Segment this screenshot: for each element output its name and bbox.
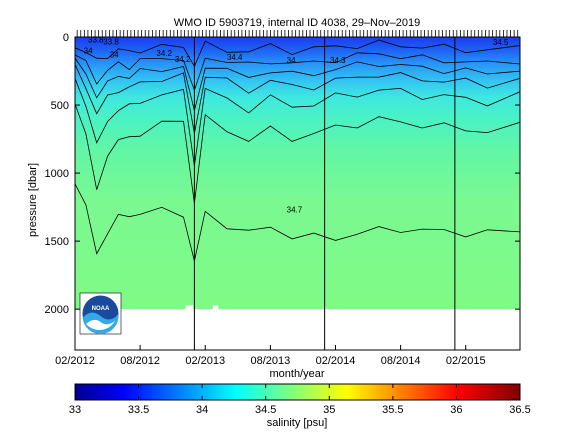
contour-label: 34.3 <box>330 56 346 65</box>
year-boundary-lines <box>193 37 456 350</box>
colorbar: 33 33.5 34 34.5 35 35.5 36 36.5 salinity [psu] <box>69 383 531 429</box>
contour-label: 34.2 <box>175 55 191 64</box>
plot-area: 33.8 33.8 34 34 34.234.2 34.4 34 34.3 34.5 34.7 <box>75 35 520 350</box>
contour-label: 34.7 <box>287 206 303 215</box>
colorbar-tick-label: 35 <box>323 404 335 416</box>
axes-frame <box>74 36 521 351</box>
y-tick-label: 500 <box>51 100 69 112</box>
contour-label: 34 <box>84 46 93 55</box>
y-tick-label: 2000 <box>45 304 69 316</box>
isohaline-contours <box>75 39 520 262</box>
contour-34-4 <box>75 64 520 134</box>
contour-label: 34 <box>287 56 296 65</box>
y-tick-label: 1000 <box>45 168 69 180</box>
x-tick-label: 02/2012 <box>55 355 95 367</box>
colorbar-gradient <box>74 383 521 401</box>
data-gaps <box>185 305 219 311</box>
contour-34-5 <box>75 78 520 167</box>
noaa-logo: NOAA <box>79 292 122 335</box>
contour-34-6 <box>75 103 520 204</box>
contour-label: 33.8 <box>103 37 119 46</box>
contour-34 <box>75 39 520 68</box>
x-tick-label: 02/2015 <box>446 355 486 367</box>
contour-label: 34.2 <box>156 49 172 58</box>
y-tick-label: 1500 <box>45 236 69 248</box>
noaa-logo-text: NOAA <box>92 306 110 312</box>
data-gap <box>185 305 194 311</box>
colorbar-tick-label: 36.5 <box>509 404 530 416</box>
colorbar-tick-label: 33.5 <box>128 404 149 416</box>
colorbar-tick-label: 34.5 <box>255 404 276 416</box>
x-tick-label: 08/2012 <box>120 355 160 367</box>
contour-34-3 <box>75 57 520 111</box>
x-tick-label: 02/2013 <box>185 355 225 367</box>
colorbar-ticks: 33 33.5 34 34.5 35 35.5 36 36.5 <box>69 384 531 416</box>
colorbar-tick-label: 35.5 <box>382 404 403 416</box>
contour-label: 34.5 <box>493 38 509 47</box>
contour-label: 34 <box>110 50 119 59</box>
x-tick-label: 02/2014 <box>316 355 356 367</box>
contour-34-2 <box>75 52 520 92</box>
colorbar-tick-label: 36 <box>450 404 462 416</box>
y-axis-label: pressure [dbar] <box>27 163 39 237</box>
contour-label-group: 33.8 33.8 34 34 34.234.2 34.4 34 34.3 34.5 34.7 <box>84 35 509 215</box>
contour-34-7 <box>75 183 520 262</box>
data-gap <box>212 305 219 311</box>
contour-label: 34.4 <box>227 53 243 62</box>
y-tick-label: 0 <box>63 32 69 44</box>
colorbar-tick-label: 34 <box>196 404 208 416</box>
x-tick-label: 08/2014 <box>381 355 421 367</box>
y-axis: 0 500 1000 1500 2000 <box>45 32 520 316</box>
x-axis-label: month/year <box>269 368 324 380</box>
profile-time-ticks <box>76 30 519 37</box>
x-tick-label: 08/2013 <box>250 355 290 367</box>
salinity-field <box>75 37 520 310</box>
x-axis: 02/2012 08/2012 02/2013 08/2013 02/2014 08/20… <box>55 345 486 367</box>
chart-title: WMO ID 5903719, internal ID 4038, 29–Nov… <box>174 17 420 29</box>
contour-label: 33.8 <box>88 35 104 44</box>
colorbar-tick-label: 33 <box>69 404 81 416</box>
colorbar-label: salinity [psu] <box>267 417 328 429</box>
